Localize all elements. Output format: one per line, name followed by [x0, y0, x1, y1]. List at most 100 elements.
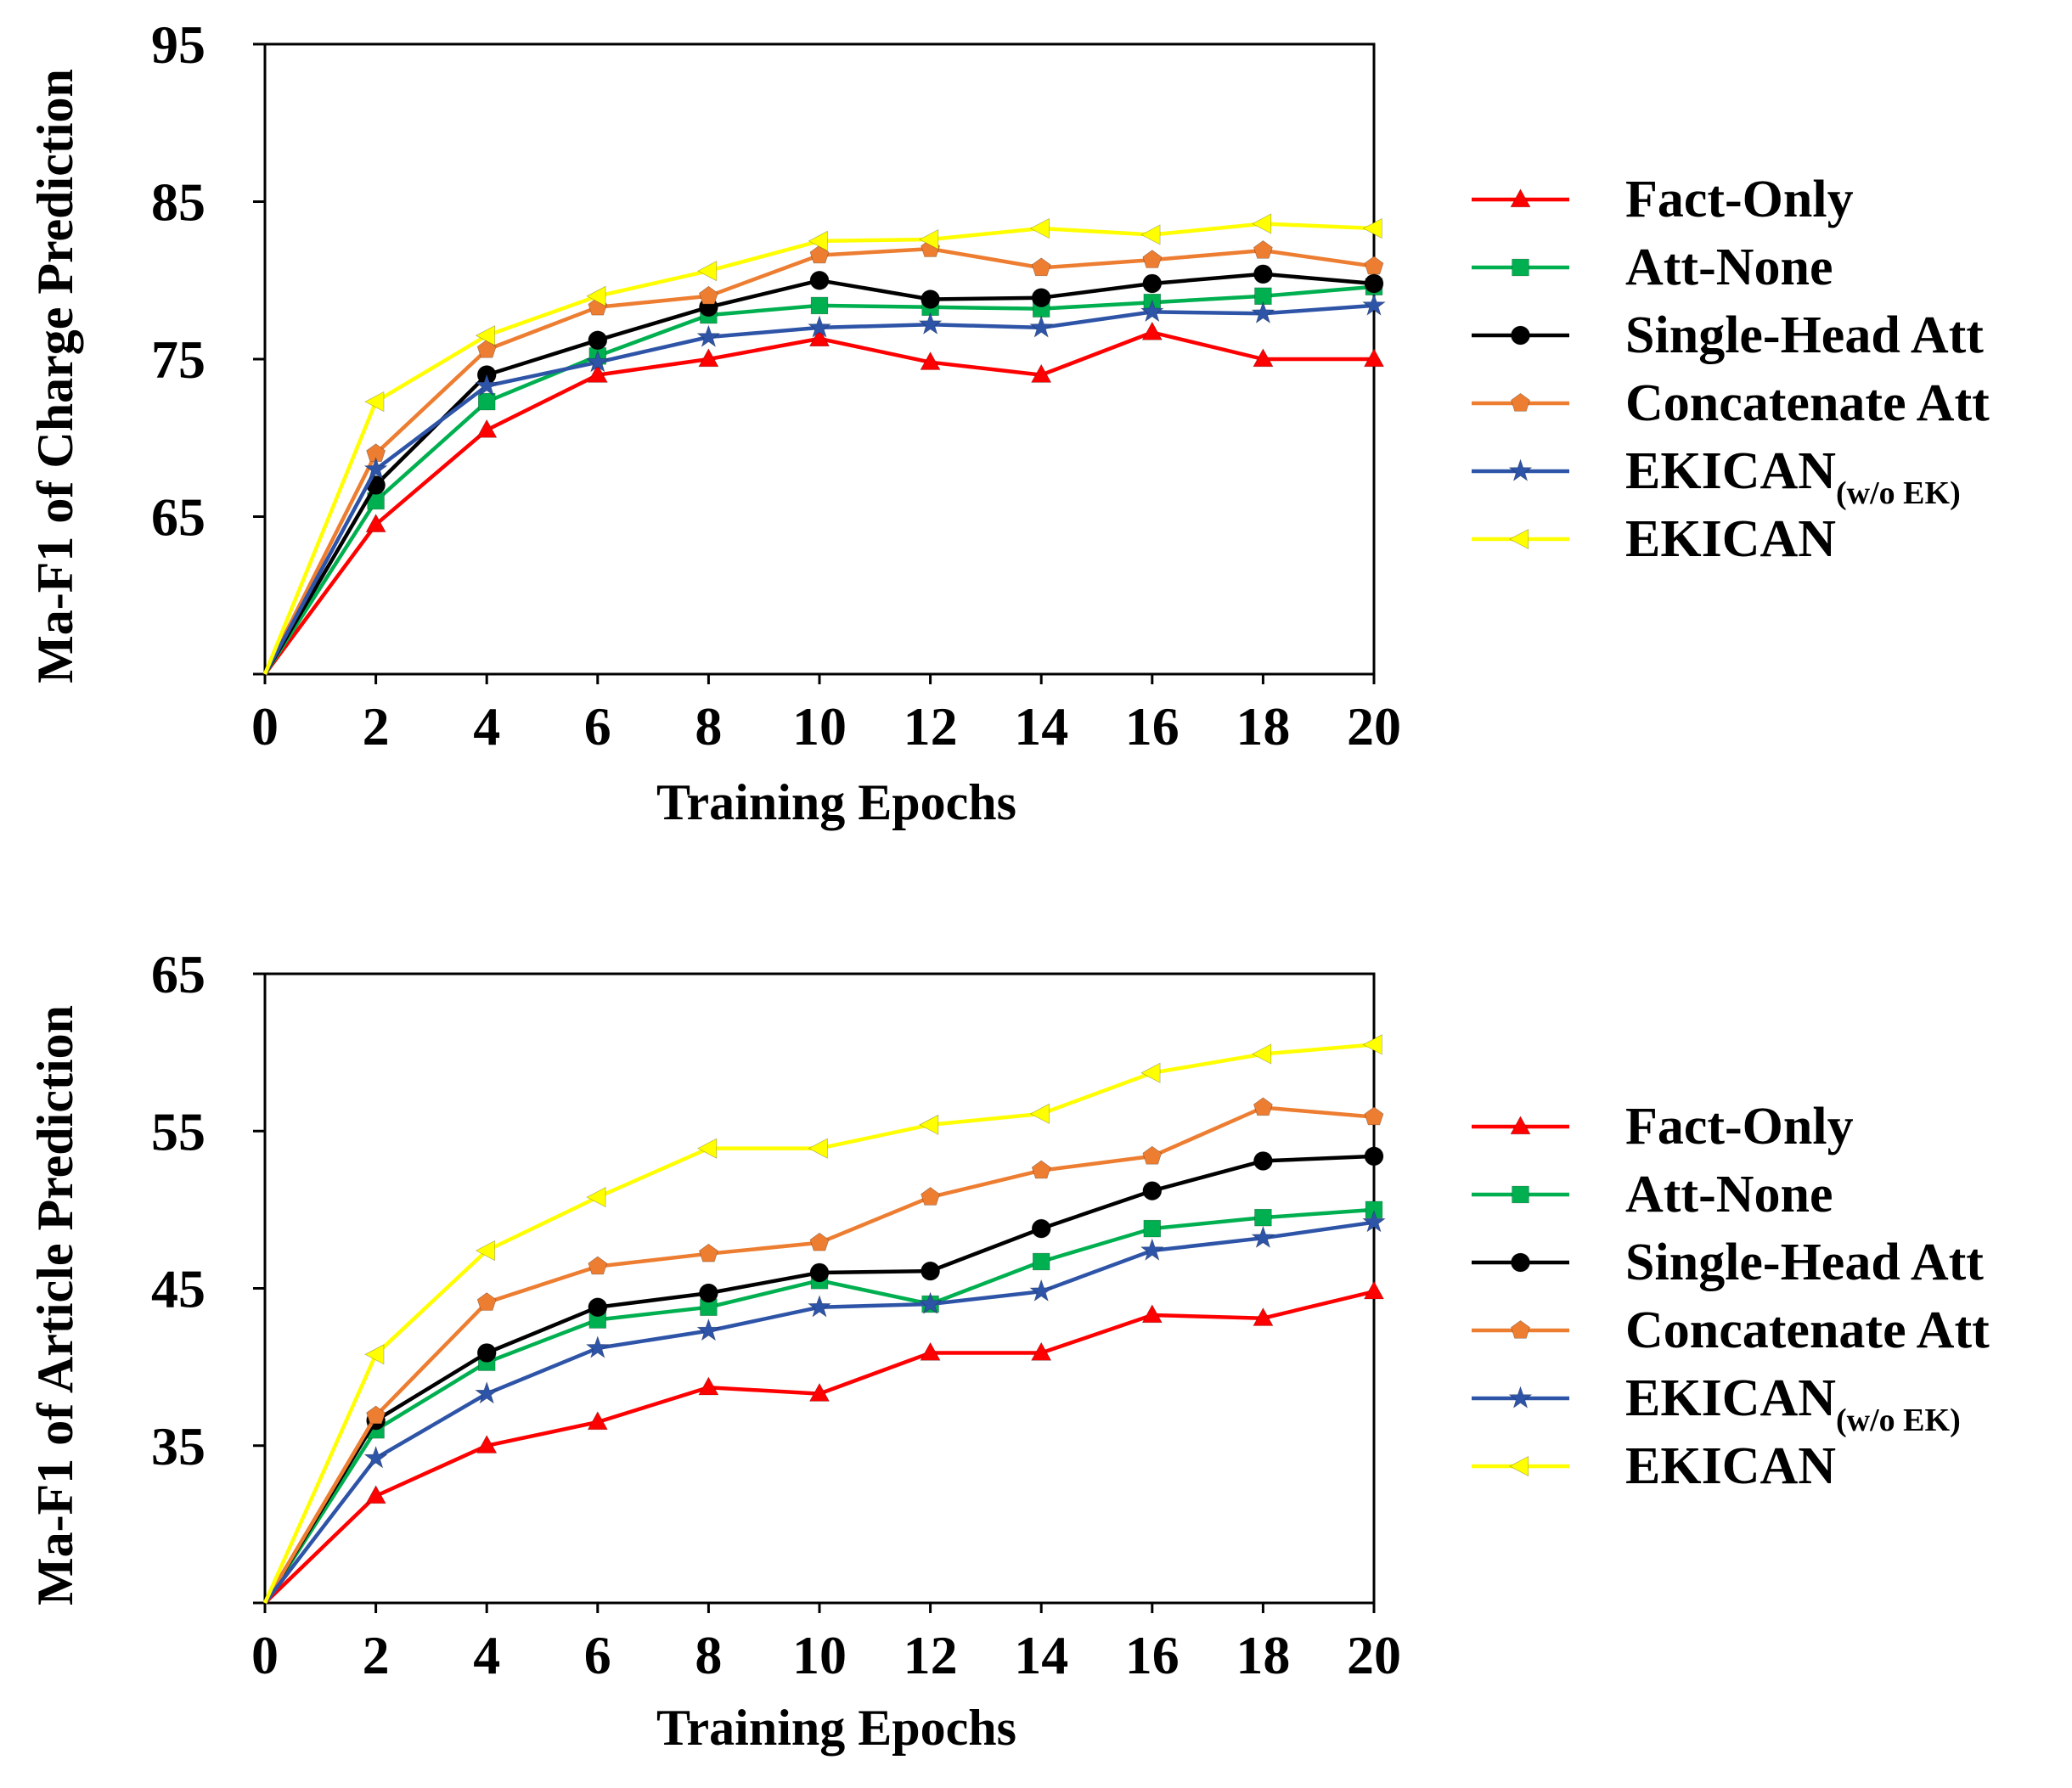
series-line — [263, 1290, 1375, 1605]
x-tick-label: 10 — [792, 1625, 847, 1685]
data-point — [1143, 1219, 1162, 1238]
data-point — [366, 1405, 386, 1425]
data-point — [1362, 1034, 1382, 1055]
data-point — [475, 325, 495, 346]
series-fact-only — [263, 1280, 1385, 1605]
data-point — [1141, 321, 1163, 340]
y-axis-title: Ma-F1 of Article Prediction — [27, 1005, 83, 1605]
legend-label: EKICAN — [1625, 510, 1836, 568]
data-point — [697, 261, 718, 282]
data-point — [476, 1292, 497, 1311]
x-tick-label: 14 — [1014, 696, 1068, 756]
legend-label: Single-Head Att — [1625, 1234, 1984, 1291]
data-point — [1253, 264, 1273, 284]
legend-label: EKICAN — [1625, 1437, 1836, 1495]
data-point — [363, 1445, 388, 1469]
data-point — [918, 1291, 943, 1314]
data-point — [476, 339, 497, 358]
data-point — [588, 1297, 608, 1318]
data-point — [1253, 348, 1274, 368]
data-point — [587, 363, 608, 383]
data-point — [1031, 1160, 1051, 1179]
data-point — [1031, 1341, 1052, 1361]
series-att-none — [263, 1200, 1383, 1605]
legend-item: EKICAN — [1472, 1437, 1836, 1495]
x-tick-label: 14 — [1014, 1625, 1068, 1685]
data-point — [1364, 273, 1384, 294]
legend-item: EKICAN(w/o EK) — [1472, 1369, 1961, 1438]
data-point — [364, 391, 385, 413]
data-point — [1142, 250, 1163, 268]
data-point — [1142, 273, 1163, 294]
x-tick-label: 18 — [1236, 696, 1290, 756]
legend-label: EKICAN(w/o EK) — [1625, 1369, 1961, 1438]
data-point — [808, 1382, 830, 1402]
data-point — [585, 350, 610, 373]
x-tick-label: 12 — [904, 696, 958, 756]
x-axis-title: Training Epochs — [656, 774, 1016, 830]
legend-item: Fact-Only — [1472, 171, 1854, 228]
y-tick-label: 35 — [151, 1416, 206, 1476]
chart-1: 65 75 85 95 0 2 4 6 8 10 12 14 16 18 20 Training Epochs… — [27, 14, 1990, 830]
data-point — [1142, 1145, 1163, 1165]
data-point — [810, 296, 829, 315]
y-axis-title: Ma-F1 of Charge Prediction — [27, 69, 83, 683]
data-point — [1252, 213, 1272, 234]
legend-marker — [1512, 258, 1529, 277]
data-point — [808, 230, 828, 251]
x-tick-label: 18 — [1236, 1625, 1290, 1685]
legend-label: Single-Head Att — [1625, 306, 1984, 364]
data-point — [1031, 288, 1051, 307]
data-point — [365, 1485, 386, 1504]
data-point — [808, 315, 831, 338]
legend-marker — [1511, 393, 1530, 412]
data-point — [1362, 1209, 1386, 1233]
data-point — [475, 373, 499, 396]
legend-label: Att-None — [1625, 1166, 1833, 1223]
legend-item: EKICAN — [1472, 510, 1836, 568]
data-point — [1362, 293, 1386, 316]
data-point — [696, 324, 721, 347]
data-point — [921, 1261, 940, 1281]
series-ekican — [262, 1034, 1382, 1604]
x-tick-label: 8 — [695, 1625, 722, 1685]
data-point — [1364, 1106, 1384, 1126]
data-point — [1253, 1307, 1274, 1326]
y-tick-label: 45 — [151, 1259, 206, 1319]
data-point — [1253, 1097, 1273, 1116]
data-point — [1363, 1280, 1385, 1300]
y-tick-label: 85 — [151, 172, 206, 233]
data-point — [809, 270, 830, 290]
legend-item: EKICAN(w/o EK) — [1472, 442, 1961, 511]
data-point — [476, 1343, 497, 1363]
data-point — [586, 285, 606, 306]
plot-frame — [263, 42, 1376, 676]
data-point — [365, 514, 386, 532]
legend-item: Concatenate Att — [1472, 1302, 1990, 1359]
data-point — [1140, 1062, 1161, 1083]
data-point — [1031, 257, 1051, 277]
legend-item: Fact-Only — [1472, 1098, 1854, 1155]
legend-marker — [1509, 1456, 1529, 1476]
data-point — [475, 1240, 495, 1262]
data-point — [476, 1435, 498, 1453]
data-point — [809, 245, 830, 264]
data-point — [919, 1114, 939, 1135]
data-point — [920, 351, 941, 370]
data-point — [808, 1138, 828, 1159]
legend-marker — [1510, 1116, 1531, 1135]
series-line — [263, 303, 1375, 676]
legend-subscript: (w/o EK) — [1836, 1403, 1961, 1438]
data-point — [1254, 1208, 1272, 1227]
series-line — [262, 1043, 1375, 1604]
data-point — [363, 457, 388, 480]
data-point — [1364, 1146, 1384, 1167]
legend-item: Single-Head Att — [1472, 1234, 1984, 1291]
x-tick-label: 6 — [584, 1625, 611, 1685]
data-point — [1029, 315, 1054, 338]
data-point — [1033, 1252, 1050, 1271]
y-tick-label: 65 — [151, 487, 206, 548]
legend-label: EKICAN(w/o EK) — [1625, 442, 1961, 511]
series-line — [263, 1105, 1375, 1605]
